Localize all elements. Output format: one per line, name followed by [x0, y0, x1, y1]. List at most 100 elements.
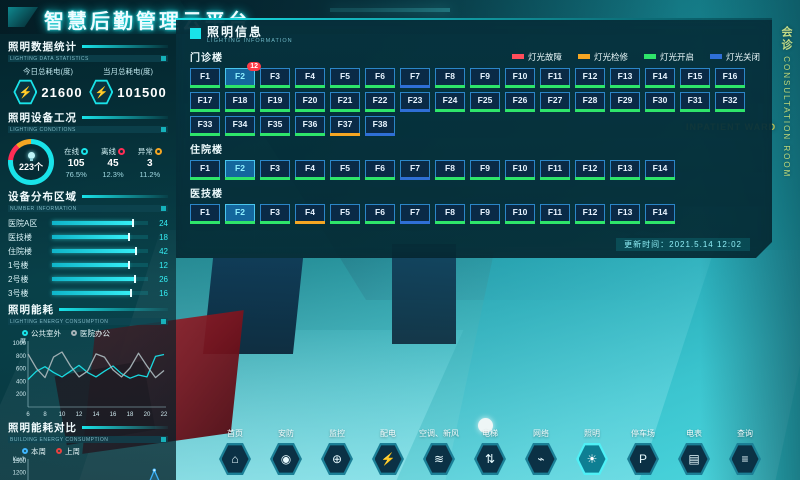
floor-button-住院楼-F6[interactable]: F6: [365, 160, 395, 180]
floor-button-门诊楼-F16[interactable]: F16: [715, 68, 745, 88]
floor-button-门诊楼-F23[interactable]: F23: [400, 92, 430, 112]
floor-status-bar: [715, 85, 745, 88]
floor-status-bar: [330, 109, 360, 112]
floor-button-label: F4: [305, 207, 315, 217]
nav-item-照明[interactable]: 照明 ☀: [569, 428, 615, 476]
floor-button-门诊楼-F17[interactable]: F17: [190, 92, 220, 112]
floor-button-医技楼-F10[interactable]: F10: [505, 204, 535, 224]
floor-button-门诊楼-F30[interactable]: F30: [645, 92, 675, 112]
nav-item-配电[interactable]: 配电 ⚡: [365, 428, 411, 476]
floor-button-门诊楼-F18[interactable]: F18: [225, 92, 255, 112]
floor-button-医技楼-F12[interactable]: F12: [575, 204, 605, 224]
floor-button-医技楼-F5[interactable]: F5: [330, 204, 360, 224]
floor-button-住院楼-F14[interactable]: F14: [645, 160, 675, 180]
floor-button-label: F33: [197, 119, 213, 129]
bar-fill: [52, 235, 129, 239]
floor-button-门诊楼-F37[interactable]: F37: [330, 116, 360, 136]
legend-color-icon: [512, 54, 524, 59]
floor-button-门诊楼-F24[interactable]: F24: [435, 92, 465, 112]
floor-button-门诊楼-F26[interactable]: F26: [505, 92, 535, 112]
floor-button-门诊楼-F13[interactable]: F13: [610, 68, 640, 88]
floor-button-门诊楼-F5[interactable]: F5: [330, 68, 360, 88]
floor-button-医技楼-F11[interactable]: F11: [540, 204, 570, 224]
floor-button-医技楼-F14[interactable]: F14: [645, 204, 675, 224]
nav-item-停车场[interactable]: 停车场 P: [620, 428, 666, 476]
floor-button-门诊楼-F25[interactable]: F25: [470, 92, 500, 112]
floor-button-住院楼-F13[interactable]: F13: [610, 160, 640, 180]
floor-button-门诊楼-F32[interactable]: F32: [715, 92, 745, 112]
nav-item-监控[interactable]: 监控 ⊕: [314, 428, 360, 476]
floor-button-门诊楼-F35[interactable]: F35: [260, 116, 290, 136]
nav-item-label: 安防: [278, 429, 294, 438]
floor-button-医技楼-F13[interactable]: F13: [610, 204, 640, 224]
floor-button-住院楼-F1[interactable]: F1: [190, 160, 220, 180]
floor-button-医技楼-F6[interactable]: F6: [365, 204, 395, 224]
compare-chart-legend: 本周 上周: [22, 446, 168, 456]
floor-button-门诊楼-F33[interactable]: F33: [190, 116, 220, 136]
floor-button-门诊楼-F12[interactable]: F12: [575, 68, 605, 88]
building-group-header: 门诊楼 灯光故障 灯光检修 灯光开启 灯光关闭: [190, 49, 760, 64]
floor-button-医技楼-F2[interactable]: F2: [225, 204, 255, 224]
nav-item-电梯[interactable]: 电梯 ⇅: [467, 428, 513, 476]
floor-status-bar: [470, 109, 500, 112]
floor-button-门诊楼-F11[interactable]: F11: [540, 68, 570, 88]
floor-button-label: F2: [235, 71, 245, 81]
nav-item-安防[interactable]: 安防 ◉: [263, 428, 309, 476]
floor-button-医技楼-F1[interactable]: F1: [190, 204, 220, 224]
lighting-info-modal: 照明信息 LIGHTING INFORMATION 门诊楼 灯光故障 灯光检修 灯光开…: [176, 18, 772, 258]
bar-label: 医院A区: [8, 218, 38, 228]
floor-button-住院楼-F9[interactable]: F9: [470, 160, 500, 180]
svg-text:400: 400: [16, 379, 27, 385]
floor-button-门诊楼-F20[interactable]: F20: [295, 92, 325, 112]
nav-item-网络[interactable]: 网络 ⌁: [518, 428, 564, 476]
floor-button-住院楼-F12[interactable]: F12: [575, 160, 605, 180]
floor-button-门诊楼-F6[interactable]: F6: [365, 68, 395, 88]
floor-button-住院楼-F11[interactable]: F11: [540, 160, 570, 180]
floor-button-门诊楼-F3[interactable]: F3: [260, 68, 290, 88]
floor-button-住院楼-F3[interactable]: F3: [260, 160, 290, 180]
floor-button-门诊楼-F19[interactable]: F19: [260, 92, 290, 112]
floor-button-医技楼-F9[interactable]: F9: [470, 204, 500, 224]
floor-button-门诊楼-F34[interactable]: F34: [225, 116, 255, 136]
floor-button-医技楼-F4[interactable]: F4: [295, 204, 325, 224]
nav-item-空调、新风[interactable]: 空调、新风 ≋: [416, 428, 462, 476]
floor-button-门诊楼-F31[interactable]: F31: [680, 92, 710, 112]
floor-button-门诊楼-F21[interactable]: F21: [330, 92, 360, 112]
floor-button-住院楼-F7[interactable]: F7: [400, 160, 430, 180]
floor-button-住院楼-F2[interactable]: F2: [225, 160, 255, 180]
floor-button-门诊楼-F8[interactable]: F8: [435, 68, 465, 88]
floor-button-门诊楼-F7[interactable]: F7: [400, 68, 430, 88]
nav-item-电表[interactable]: 电表 ▤: [671, 428, 717, 476]
nav-item-label: 停车场: [631, 429, 655, 438]
floor-button-住院楼-F4[interactable]: F4: [295, 160, 325, 180]
floor-button-门诊楼-F28[interactable]: F28: [575, 92, 605, 112]
nav-item-label: 查询: [737, 429, 753, 438]
network-icon: ⌁: [527, 445, 555, 473]
floor-button-住院楼-F8[interactable]: F8: [435, 160, 465, 180]
floor-button-门诊楼-F15[interactable]: F15: [680, 68, 710, 88]
floor-button-住院楼-F5[interactable]: F5: [330, 160, 360, 180]
floor-button-医技楼-F7[interactable]: F7: [400, 204, 430, 224]
floor-button-医技楼-F3[interactable]: F3: [260, 204, 290, 224]
floor-button-label: F11: [547, 207, 563, 217]
bar-track: [52, 233, 148, 241]
nav-item-首页[interactable]: 首页 ⌂: [212, 428, 258, 476]
floor-button-门诊楼-F27[interactable]: F27: [540, 92, 570, 112]
floor-button-门诊楼-F38[interactable]: F38: [365, 116, 395, 136]
floor-button-门诊楼-F1[interactable]: F1: [190, 68, 220, 88]
nav-item-查询[interactable]: 查询 ≡: [722, 428, 768, 476]
floor-button-门诊楼-F36[interactable]: F36: [295, 116, 325, 136]
floor-button-门诊楼-F9[interactable]: F9: [470, 68, 500, 88]
nav-hexagon: ⚡: [372, 443, 404, 475]
floor-button-门诊楼-F14[interactable]: F14: [645, 68, 675, 88]
floor-button-住院楼-F10[interactable]: F10: [505, 160, 535, 180]
floor-button-门诊楼-F2[interactable]: F2 12: [225, 68, 255, 88]
floor-button-门诊楼-F10[interactable]: F10: [505, 68, 535, 88]
floor-button-label: F14: [652, 207, 668, 217]
floor-button-门诊楼-F22[interactable]: F22: [365, 92, 395, 112]
floor-button-门诊楼-F29[interactable]: F29: [610, 92, 640, 112]
floor-button-门诊楼-F4[interactable]: F4: [295, 68, 325, 88]
bar-track: [52, 261, 148, 269]
floor-button-label: F9: [480, 207, 490, 217]
floor-button-医技楼-F8[interactable]: F8: [435, 204, 465, 224]
